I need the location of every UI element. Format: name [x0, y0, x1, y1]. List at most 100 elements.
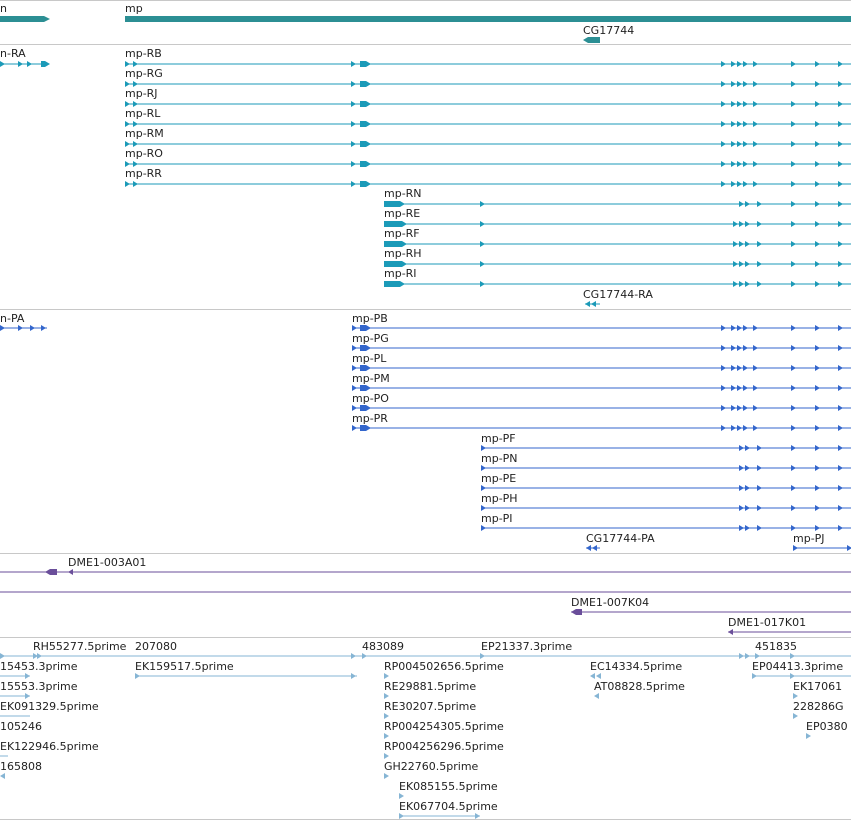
exon-arrow[interactable] [753, 425, 758, 431]
exon-arrow[interactable] [757, 525, 762, 531]
exon-arrow[interactable] [838, 141, 843, 147]
exon-arrow[interactable] [475, 813, 480, 819]
exon-arrow[interactable] [351, 673, 356, 679]
exon-arrow[interactable] [480, 653, 485, 659]
exon-arrow[interactable] [815, 485, 820, 491]
exon-arrow[interactable] [815, 121, 820, 127]
exon-arrow[interactable] [739, 281, 744, 287]
exon-arrow[interactable] [757, 465, 762, 471]
est-label[interactable]: EP0380 [806, 720, 848, 733]
exon-arrow[interactable] [399, 793, 404, 799]
mrna-transcript-label[interactable]: mp-RO [125, 147, 163, 160]
exon-arrow[interactable] [791, 405, 796, 411]
est-label[interactable]: RE29881.5prime [384, 680, 477, 693]
gene-label-cg17744[interactable]: CG17744 [583, 24, 635, 37]
exon-arrow[interactable] [351, 61, 356, 67]
exon-arrow[interactable] [351, 81, 356, 87]
exon-arrow[interactable] [753, 141, 758, 147]
exon-block[interactable] [41, 61, 50, 67]
exon-arrow[interactable] [791, 445, 796, 451]
mrna-transcript-label[interactable]: mp-RB [125, 47, 162, 60]
est-label[interactable]: EC14334.5prime [590, 660, 683, 673]
mrna-transcript-label[interactable]: mp-RG [125, 67, 163, 80]
exon-arrow[interactable] [739, 261, 744, 267]
exon-arrow[interactable] [791, 281, 796, 287]
exon-arrow[interactable] [753, 345, 758, 351]
exon-arrow[interactable] [125, 141, 130, 147]
exon-arrow[interactable] [815, 281, 820, 287]
exon-arrow[interactable] [743, 425, 748, 431]
exon-arrow[interactable] [731, 121, 736, 127]
exon-block[interactable] [360, 61, 371, 67]
exon-arrow[interactable] [721, 325, 726, 331]
protein-label[interactable]: mp-PM [352, 372, 390, 385]
exon-arrow[interactable] [753, 365, 758, 371]
exon-arrow[interactable] [757, 281, 762, 287]
exon-arrow[interactable] [731, 101, 736, 107]
exon-block[interactable] [360, 141, 371, 147]
exon-arrow[interactable] [351, 653, 356, 659]
exon-arrow[interactable] [815, 201, 820, 207]
exon-arrow[interactable] [838, 505, 843, 511]
clone-feature-end[interactable] [45, 569, 57, 575]
exon-arrow[interactable] [721, 181, 726, 187]
exon-arrow[interactable] [737, 61, 742, 67]
exon-arrow[interactable] [838, 61, 843, 67]
exon-arrow[interactable] [721, 101, 726, 107]
exon-arrow[interactable] [739, 241, 744, 247]
exon-arrow[interactable] [739, 201, 744, 207]
exon-arrow[interactable] [838, 201, 843, 207]
exon-arrow[interactable] [362, 653, 367, 659]
exon-arrow[interactable] [791, 345, 796, 351]
exon-arrow[interactable] [596, 673, 601, 679]
protein-label[interactable]: mp-PO [352, 392, 389, 405]
exon-arrow[interactable] [721, 121, 726, 127]
exon-arrow[interactable] [815, 81, 820, 87]
exon-arrow[interactable] [739, 221, 744, 227]
exon-block[interactable] [360, 345, 371, 351]
exon-arrow[interactable] [0, 653, 5, 659]
exon-arrow[interactable] [815, 181, 820, 187]
exon-arrow[interactable] [737, 161, 742, 167]
exon-arrow[interactable] [384, 773, 389, 779]
exon-arrow[interactable] [743, 405, 748, 411]
exon-arrow[interactable] [815, 345, 820, 351]
exon-arrow[interactable] [737, 121, 742, 127]
exon-arrow[interactable] [791, 161, 796, 167]
exon-arrow[interactable] [838, 485, 843, 491]
exon-arrow[interactable] [739, 653, 744, 659]
exon-arrow[interactable] [481, 485, 486, 491]
exon-arrow[interactable] [737, 81, 742, 87]
est-label[interactable]: 15453.3prime [0, 660, 78, 673]
exon-arrow[interactable] [481, 525, 486, 531]
exon-arrow[interactable] [594, 693, 599, 699]
exon-arrow[interactable] [838, 181, 843, 187]
exon-arrow[interactable] [743, 101, 748, 107]
gene-feature-cg17744[interactable] [583, 37, 600, 43]
exon-arrow[interactable] [745, 241, 750, 247]
exon-arrow[interactable] [739, 465, 744, 471]
exon-arrow[interactable] [135, 673, 140, 679]
exon-arrow[interactable] [721, 365, 726, 371]
protein-label[interactable]: mp-PN [481, 452, 518, 465]
exon-arrow[interactable] [838, 525, 843, 531]
exon-arrow[interactable] [838, 101, 843, 107]
exon-arrow[interactable] [721, 405, 726, 411]
exon-arrow[interactable] [480, 241, 485, 247]
exon-arrow[interactable] [790, 653, 795, 659]
exon-arrow[interactable] [125, 181, 130, 187]
exon-arrow[interactable] [68, 569, 73, 575]
exon-arrow[interactable] [27, 61, 32, 67]
exon-block[interactable] [360, 181, 371, 187]
exon-arrow[interactable] [815, 385, 820, 391]
exon-arrow[interactable] [30, 325, 35, 331]
exon-arrow[interactable] [815, 525, 820, 531]
est-label[interactable]: EK085155.5prime [399, 780, 498, 793]
exon-arrow[interactable] [791, 465, 796, 471]
mrna-transcript-label[interactable]: mp-RL [125, 107, 161, 120]
exon-arrow[interactable] [731, 161, 736, 167]
exon-arrow[interactable] [838, 241, 843, 247]
exon-arrow[interactable] [351, 161, 356, 167]
exon-arrow[interactable] [18, 61, 23, 67]
exon-arrow[interactable] [815, 465, 820, 471]
